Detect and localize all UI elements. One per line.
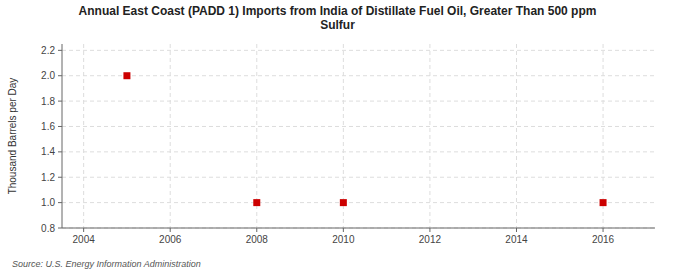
y-grid-line: [62, 202, 655, 203]
y-tick-label: 0.8: [41, 223, 55, 234]
axes: 0.8 1.0 1.2 1.4 1.6 1.8 2.0 2.2 2004 2006 2008 2010…: [41, 44, 655, 245]
y-tick: [58, 177, 62, 178]
x-grid-line: [83, 44, 84, 228]
grid: [62, 44, 655, 228]
y-grid-line: [62, 75, 655, 76]
title-line: Annual East Coast (PADD 1) Imports from …: [79, 4, 597, 18]
y-tick: [58, 126, 62, 127]
x-tick: [603, 228, 604, 232]
x-tick: [83, 228, 84, 232]
x-tick: [516, 228, 517, 232]
chart-container: Annual East Coast (PADD 1) Imports from …: [0, 0, 675, 275]
x-axis-line: [62, 228, 655, 229]
point: [340, 199, 347, 206]
y-tick-label: 1.6: [41, 121, 55, 132]
y-tick-label: 1.8: [41, 96, 55, 107]
x-grid-line: [516, 44, 517, 228]
y-tick-label: 2.2: [41, 45, 55, 56]
point: [123, 72, 130, 79]
y-tick-label: 2.0: [41, 70, 55, 81]
y-tick: [58, 50, 62, 51]
x-tick: [429, 228, 430, 232]
chart: Annual East Coast (PADD 1) Imports from …: [0, 0, 675, 275]
y-tick: [58, 101, 62, 102]
y-tick: [58, 151, 62, 152]
y-grid-line: [62, 228, 655, 229]
x-tick-label: 2006: [159, 234, 182, 245]
y-grid-line: [62, 177, 655, 178]
y-axis-line: [62, 44, 63, 228]
y-axis-label: Thousand Barrels per Day: [7, 78, 18, 195]
x-tick-label: 2008: [246, 234, 269, 245]
x-tick-label: 2016: [592, 234, 615, 245]
x-tick-label: 2010: [332, 234, 355, 245]
y-tick: [58, 202, 62, 203]
y-grid-line: [62, 101, 655, 102]
point: [253, 199, 260, 206]
x-tick-label: 2012: [419, 234, 442, 245]
x-tick-label: 2004: [73, 234, 96, 245]
y-grid-line: [62, 50, 655, 51]
y-tick-label: 1.4: [41, 146, 55, 157]
x-grid-line: [170, 44, 171, 228]
points: [123, 72, 606, 206]
source: Source: U.S. Energy Information Administ…: [12, 259, 201, 269]
x-tick-label: 2014: [505, 234, 528, 245]
x-grid-line: [429, 44, 430, 228]
y-tick: [58, 228, 62, 229]
point: [600, 199, 607, 206]
y-tick-label: 1.0: [41, 197, 55, 208]
y-grid-line: [62, 126, 655, 127]
title: Annual East Coast (PADD 1) Imports from …: [79, 4, 597, 32]
y-grid-line: [62, 151, 655, 152]
x-tick: [256, 228, 257, 232]
x-tick: [343, 228, 344, 232]
y-tick: [58, 75, 62, 76]
y-tick-label: 1.2: [41, 172, 55, 183]
x-tick: [170, 228, 171, 232]
title-line: Sulfur: [320, 18, 355, 32]
